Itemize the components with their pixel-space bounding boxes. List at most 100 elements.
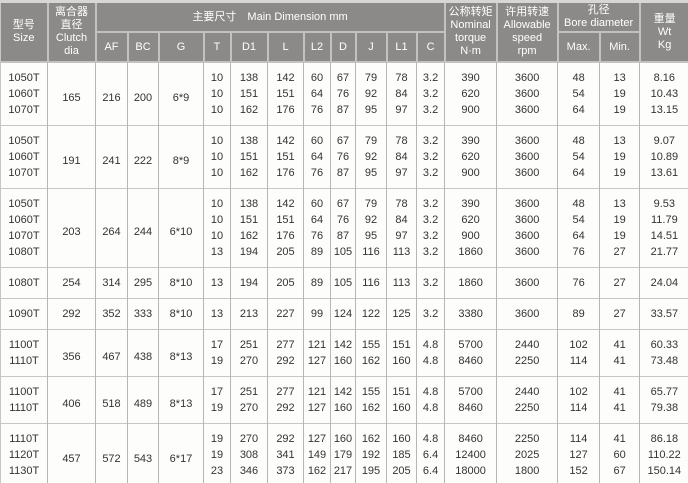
row-group: 1110T 457 572 543 6*17 19 270 292 127 160 162 160 4.… — [0, 423, 688, 483]
value-cell: 205 — [267, 267, 304, 299]
value-cell: 110.22 — [647, 449, 681, 461]
value-cell: 97 — [386, 228, 417, 244]
value-cell: 138 — [230, 188, 268, 212]
value-cell: 3600 — [496, 267, 559, 299]
value-cell: 8.16 — [653, 72, 676, 84]
table-row: 1070T 10 162 176 76 87 95 97 3.2 900 3600 64 19 13.61 — [0, 165, 688, 189]
value-cell: 89 — [303, 244, 331, 268]
value-cell: 13 — [203, 244, 231, 268]
table-row: 1100T 406 518 489 8*13 17 251 277 121 142 155 151 4.… — [0, 376, 688, 424]
value-cell: 155 — [355, 329, 387, 353]
value-cell: 84 — [386, 149, 417, 165]
value-cell: 160 — [330, 400, 356, 424]
value-cell: 251 — [230, 376, 268, 400]
row-group: 1090T 292 352 333 8*10 13 213 227 99 124 122 125 3.2… — [0, 298, 688, 330]
value-cell: 3600 — [496, 212, 559, 228]
value-cell: 13 — [203, 267, 231, 299]
value-cell: 127 — [303, 353, 331, 377]
size-cell: 1050T — [0, 62, 48, 86]
table-row: 1110T 19 270 292 127 160 162 160 4.8 8460 2250 114 4… — [0, 400, 688, 424]
size-cell: 1070T — [0, 102, 48, 126]
bc-cell: 543 — [127, 423, 159, 483]
clutch-dia-cell: 356 — [47, 329, 96, 377]
value-cell: 19 — [203, 423, 231, 447]
table-row: 1090T 292 352 333 8*10 13 213 227 99 124 122 125 3.2… — [0, 298, 688, 330]
value-cell: 9.07 — [653, 135, 676, 147]
table-row: 1060T 10 151 151 64 76 92 84 3.2 620 3600 54 19 11.79 — [0, 212, 688, 228]
value-cell: 114 — [557, 400, 601, 424]
value-cell: 341 — [267, 447, 304, 463]
table-row: 1050T 165 216 200 6*9 10 138 142 60 67 79 78 3.2 390 3… — [0, 62, 688, 126]
size-cell: 1050T — [0, 125, 48, 149]
value-cell: 205 — [386, 463, 417, 483]
table-row: 1050T 203 264 244 6*10 10 138 142 60 67 79 78 3.2 390… — [0, 188, 688, 268]
col-header-bore-diameter: 孔径 Bore diameter — [557, 3, 641, 33]
value-cell: 65.77 — [650, 386, 679, 398]
value-cell: 87 — [330, 102, 356, 126]
table-row: 1110T 19 270 292 127 160 162 160 4.8 8460 2250 114 4… — [0, 353, 688, 377]
value-cell: 3.2 — [416, 125, 446, 149]
value-cell: 79 — [355, 125, 387, 149]
value-cell: 3600 — [496, 125, 559, 149]
value-cell: 5700 — [444, 329, 498, 353]
value-cell: 12400 — [444, 447, 498, 463]
value-cell: 3.2 — [416, 86, 446, 102]
value-cell: 48 — [557, 188, 601, 212]
value-cell: 95 — [355, 165, 387, 189]
value-cell: 162 — [230, 228, 268, 244]
value-cell: 1800 — [496, 463, 559, 483]
col-header-bc: BC — [127, 32, 160, 63]
value-cell: 151 — [267, 86, 304, 102]
value-cell: 292 — [267, 423, 304, 447]
value-cell: 76 — [557, 244, 601, 268]
value-cell: 10 — [203, 228, 231, 244]
value-cell: 60 — [599, 447, 641, 463]
value-cell: 176 — [267, 228, 304, 244]
value-cell: 10 — [203, 149, 231, 165]
value-cell: 138 — [230, 125, 268, 149]
value-cell: 3600 — [496, 149, 559, 165]
col-header-allowable-speed: 许用转速 Allowable speed rpm — [496, 3, 559, 63]
value-cell: 105 — [330, 244, 356, 268]
row-group: 1050T 191 241 222 8*9 10 138 142 60 67 79 78 3.2 390 3… — [0, 125, 688, 189]
value-cell: 176 — [267, 102, 304, 126]
table-row: 1130T 23 346 373 162 217 195 205 6.4 18000 1800 152… — [0, 463, 688, 483]
value-cell: 142 — [267, 62, 304, 86]
value-cell: 114 — [557, 353, 601, 377]
row-group: 1050T 203 264 244 6*10 10 138 142 60 67 79 78 3.2 390… — [0, 188, 688, 268]
col-header-d1: D1 — [230, 32, 269, 63]
value-cell: 76 — [303, 165, 331, 189]
size-cell: 1080T — [0, 244, 48, 268]
value-cell: 92 — [355, 212, 387, 228]
value-cell: 205 — [267, 244, 304, 268]
col-header-d: D — [330, 32, 357, 63]
value-cell: 11.79 — [650, 214, 678, 226]
value-cell: 92 — [355, 86, 387, 102]
table-row: 1070T 10 162 176 76 87 95 97 3.2 900 3600 64 19 14.51 — [0, 228, 688, 244]
value-cell: 151 — [386, 329, 417, 353]
value-cell: 4.8 — [416, 329, 446, 353]
value-cell: 64 — [303, 149, 331, 165]
value-cell: 270 — [230, 400, 268, 424]
value-cell: 102 — [557, 329, 601, 353]
value-cell: 10 — [203, 212, 231, 228]
value-cell: 113 — [386, 267, 417, 299]
value-cell: 155 — [355, 376, 387, 400]
value-cell: 162 — [230, 165, 268, 189]
col-header-l2: L2 — [303, 32, 332, 63]
value-cell: 122 — [355, 298, 387, 330]
value-cell: 151 — [386, 376, 417, 400]
value-cell: 162 — [355, 423, 387, 447]
value-cell: 60 — [303, 125, 331, 149]
value-cell: 1860 — [444, 267, 498, 299]
value-cell: 142 — [267, 188, 304, 212]
clutch-dia-cell: 203 — [47, 188, 96, 268]
af-cell: 216 — [95, 62, 128, 126]
value-cell: 78 — [386, 62, 417, 86]
col-header-j: J — [355, 32, 388, 63]
value-cell: 4.8 — [416, 400, 446, 424]
table-row: 1100T 356 467 438 8*13 17 251 277 121 142 155 151 4.… — [0, 329, 688, 377]
table-row: 1120T 19 308 341 149 179 192 185 6.4 12400 2025 127… — [0, 447, 688, 463]
value-cell: 160 — [386, 353, 417, 377]
g-cell: 8*13 — [158, 376, 204, 424]
